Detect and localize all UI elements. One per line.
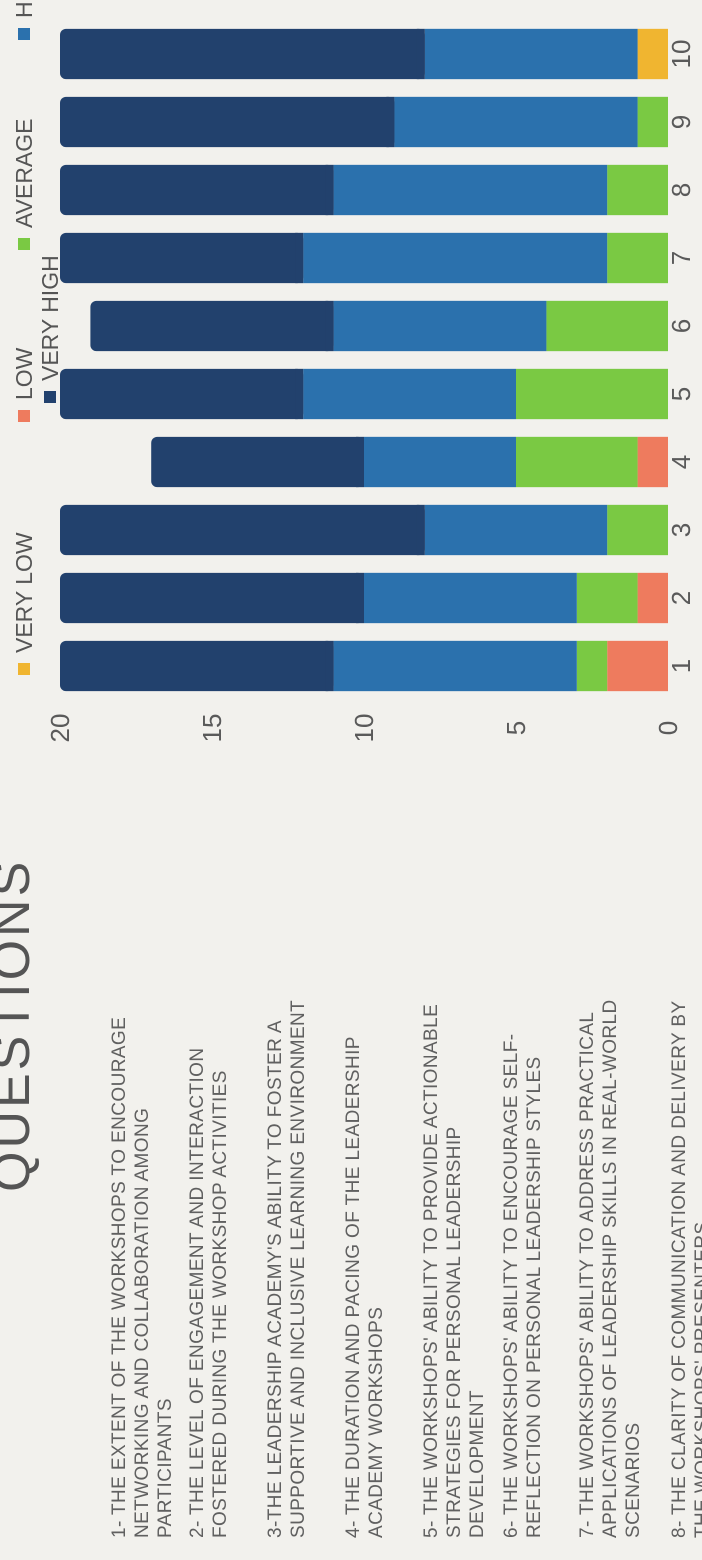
legend-item-very-high: VERY HIGH (37, 255, 63, 403)
y-tick-label: 20 (45, 714, 75, 743)
legend-swatch (18, 410, 30, 422)
bar-segment-base (356, 436, 364, 488)
bar-stack-2 (60, 572, 668, 624)
bar-segment-very-high-4 (151, 436, 364, 488)
y-tick-label: 0 (653, 721, 683, 735)
legend-swatch (18, 663, 30, 675)
bar-segment-very-high-1 (60, 640, 334, 692)
bar-segment-high-1 (333, 640, 577, 692)
x-tick-label: 6 (666, 319, 696, 333)
question-item-7: 7- THE WORKSHOPS' ABILITY TO ADDRESS PRA… (577, 999, 644, 1538)
legend-label: HIGH (11, 0, 37, 18)
legend-swatch (44, 391, 56, 403)
questions-title: QUESTIONS (0, 858, 41, 1192)
x-tick-label: 8 (666, 183, 696, 197)
legend-item-low: LOW (11, 347, 37, 422)
bar-stack-4 (151, 436, 668, 488)
legend-label: VERY HIGH (37, 255, 63, 381)
legend-label: AVERAGE (11, 119, 37, 229)
bar-stack-1 (60, 640, 669, 692)
bar-segment-base (295, 368, 304, 420)
bar-segment-very-high-10 (60, 28, 425, 80)
bar-segment-very-high-8 (60, 164, 334, 216)
question-item-3: 3-THE LEADERSHIP ACADEMY'S ABILITY TO FO… (265, 999, 309, 1538)
bar-segment-base (416, 28, 425, 80)
bar-stack-3 (60, 504, 669, 556)
bar-segment-average-8 (607, 164, 669, 216)
bar-segment-high-2 (364, 572, 577, 624)
x-tick-label: 1 (666, 659, 696, 673)
x-tick-label: 7 (666, 251, 696, 265)
bar-segment-high-6 (333, 300, 547, 352)
x-tick-label: 10 (666, 40, 696, 69)
questions-panel: QUESTIONS 1- THE EXTENT OF THE WORKSHOPS… (0, 790, 702, 1560)
bar-segment-average-9 (637, 96, 668, 148)
x-tick-label: 5 (666, 387, 696, 401)
bar-segment-high-3 (424, 504, 608, 556)
question-item-4: 4- THE DURATION AND PACING OF THE LEADER… (343, 1036, 387, 1539)
y-tick-label: 15 (197, 714, 227, 743)
bar-segment-very-high-2 (60, 572, 364, 624)
x-tick-label: 9 (666, 115, 696, 129)
bar-segment-average-5 (516, 368, 668, 420)
bar-segment-low-1 (607, 640, 669, 692)
y-tick-label: 5 (501, 721, 531, 735)
bar-stack-10 (60, 28, 668, 80)
legend-label: VERY LOW (11, 532, 37, 653)
bar-segment-base (386, 96, 395, 148)
legend-label: LOW (11, 347, 37, 400)
bar-segment-average-1 (576, 640, 608, 692)
bar-segment-base (295, 232, 304, 284)
question-item-5: 5- THE WORKSHOPS' ABILITY TO PROVIDE ACT… (421, 1003, 488, 1538)
x-tick-label: 3 (666, 523, 696, 537)
bar-segment-average-7 (607, 232, 669, 284)
bar-segment-high-10 (424, 28, 638, 80)
bar-stack-9 (60, 96, 668, 148)
bar-stack-7 (60, 232, 669, 284)
bar-segment-very-high-7 (60, 232, 304, 284)
bar-segment-high-4 (364, 436, 516, 488)
bar-segment-low-4 (637, 436, 668, 488)
y-tick-label: 10 (349, 714, 379, 743)
stacked-bar-chart: 0 5 10 15 20 1 2 3 4 5 6 7 8 9 10 VERY LOW LOW AVERAGE HIG… (11, 0, 696, 743)
bar-segment-very-high-9 (60, 96, 395, 148)
bar-segment-base (356, 572, 364, 624)
legend-item-average: AVERAGE (11, 119, 37, 250)
x-tick-label: 2 (666, 591, 696, 605)
question-item-6: 6- THE WORKSHOPS' ABILITY TO ENCOURAGE S… (501, 1033, 545, 1538)
legend-item-very-low: VERY LOW (11, 532, 37, 675)
question-item-1: 1- THE EXTENT OF THE WORKSHOPS TO ENCOUR… (109, 1016, 176, 1538)
bar-stack-8 (60, 164, 669, 216)
question-item-2: 2- THE LEVEL OF ENGAGEMENT AND INTERACTI… (187, 1047, 231, 1538)
bar-segment-base (416, 504, 425, 556)
bar-segment-high-8 (333, 164, 608, 216)
legend-swatch (18, 28, 30, 40)
bar-stack-6 (90, 300, 669, 352)
bar-segment-very-high-6 (90, 300, 334, 352)
legend-swatch (18, 238, 30, 250)
bar-segment-high-7 (303, 232, 608, 284)
bar-segment-high-5 (303, 368, 517, 420)
bar-segment-base (325, 164, 334, 216)
bar-segment-very-low-10 (637, 28, 668, 80)
bar-segment-high-9 (394, 96, 638, 148)
bar-segment-average-6 (546, 300, 669, 352)
x-tick-label: 4 (666, 455, 696, 469)
bar-segment-average-2 (576, 572, 638, 624)
bar-segment-low-2 (637, 572, 668, 624)
bar-segment-base (325, 300, 334, 352)
bar-segment-base (325, 640, 334, 692)
bar-segment-very-high-3 (60, 504, 425, 556)
bar-segment-average-4 (516, 436, 638, 488)
bar-segment-average-3 (607, 504, 669, 556)
bar-segment-very-high-5 (60, 368, 304, 420)
bar-stack-5 (60, 368, 668, 420)
legend-item-high: HIGH (11, 0, 37, 40)
question-item-8: 8- THE CLARITY OF COMMUNICATION AND DELI… (669, 1000, 702, 1538)
chart-panel: 0 5 10 15 20 1 2 3 4 5 6 7 8 9 10 VERY LOW LOW AVERAGE HIG… (0, 0, 702, 770)
